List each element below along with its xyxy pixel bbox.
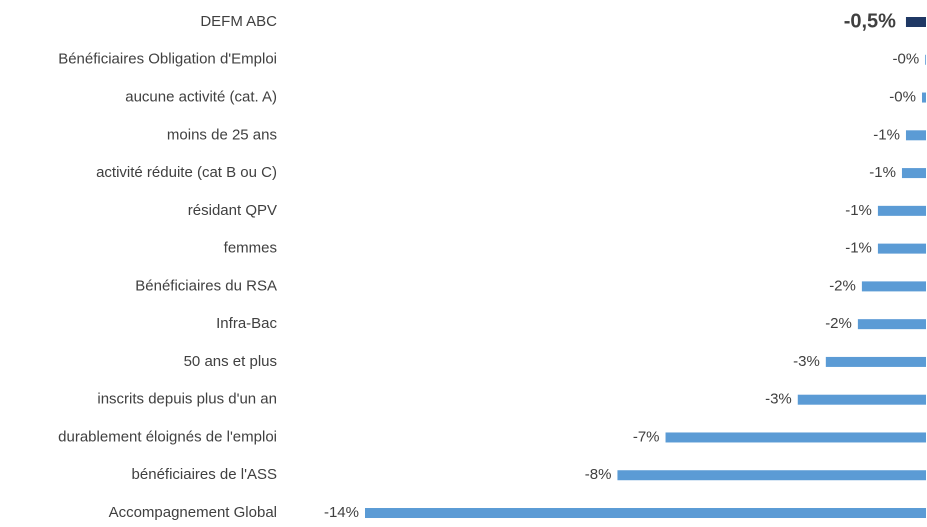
value-label: -0% xyxy=(889,89,916,106)
bar xyxy=(797,394,926,405)
category-label: activité réduite (cat B ou C) xyxy=(96,164,277,181)
value-label: -3% xyxy=(765,391,792,408)
category-label: DEFM ABC xyxy=(200,13,277,30)
bar xyxy=(921,92,926,103)
category-label: inscrits depuis plus d'un an xyxy=(97,391,277,408)
bar xyxy=(877,205,926,216)
value-label: -14% xyxy=(324,504,359,521)
bar xyxy=(365,508,926,519)
value-label: -8% xyxy=(585,466,612,483)
bar xyxy=(877,243,926,254)
bar xyxy=(617,470,926,481)
category-label: résidant QPV xyxy=(188,202,277,219)
value-label: -7% xyxy=(633,428,660,445)
bar xyxy=(857,319,926,330)
bar xyxy=(825,356,926,367)
bar xyxy=(901,168,926,179)
category-label: Bénéficiaires Obligation d'Emploi xyxy=(58,51,277,68)
value-label: -0,5% xyxy=(844,10,896,32)
value-label: -3% xyxy=(793,353,820,370)
value-label: -0% xyxy=(893,51,920,68)
value-label: -2% xyxy=(825,315,852,332)
bar xyxy=(905,17,926,27)
value-label: -2% xyxy=(829,277,856,294)
bar xyxy=(861,281,926,292)
bar xyxy=(925,54,926,65)
value-label: -1% xyxy=(845,240,872,257)
category-label: Bénéficiaires du RSA xyxy=(135,277,277,294)
category-label: bénéficiaires de l'ASS xyxy=(132,466,277,483)
category-label: aucune activité (cat. A) xyxy=(125,89,277,106)
bar xyxy=(905,130,926,141)
bar xyxy=(665,432,926,443)
category-label: 50 ans et plus xyxy=(184,353,277,370)
category-label: durablement éloignés de l'emploi xyxy=(58,428,277,445)
category-label: Accompagnement Global xyxy=(109,504,277,521)
value-label: -1% xyxy=(845,202,872,219)
value-label: -1% xyxy=(873,126,900,143)
category-label: moins de 25 ans xyxy=(167,126,277,143)
value-label: -1% xyxy=(869,164,896,181)
category-label: femmes xyxy=(224,240,277,257)
category-label: Infra-Bac xyxy=(216,315,277,332)
